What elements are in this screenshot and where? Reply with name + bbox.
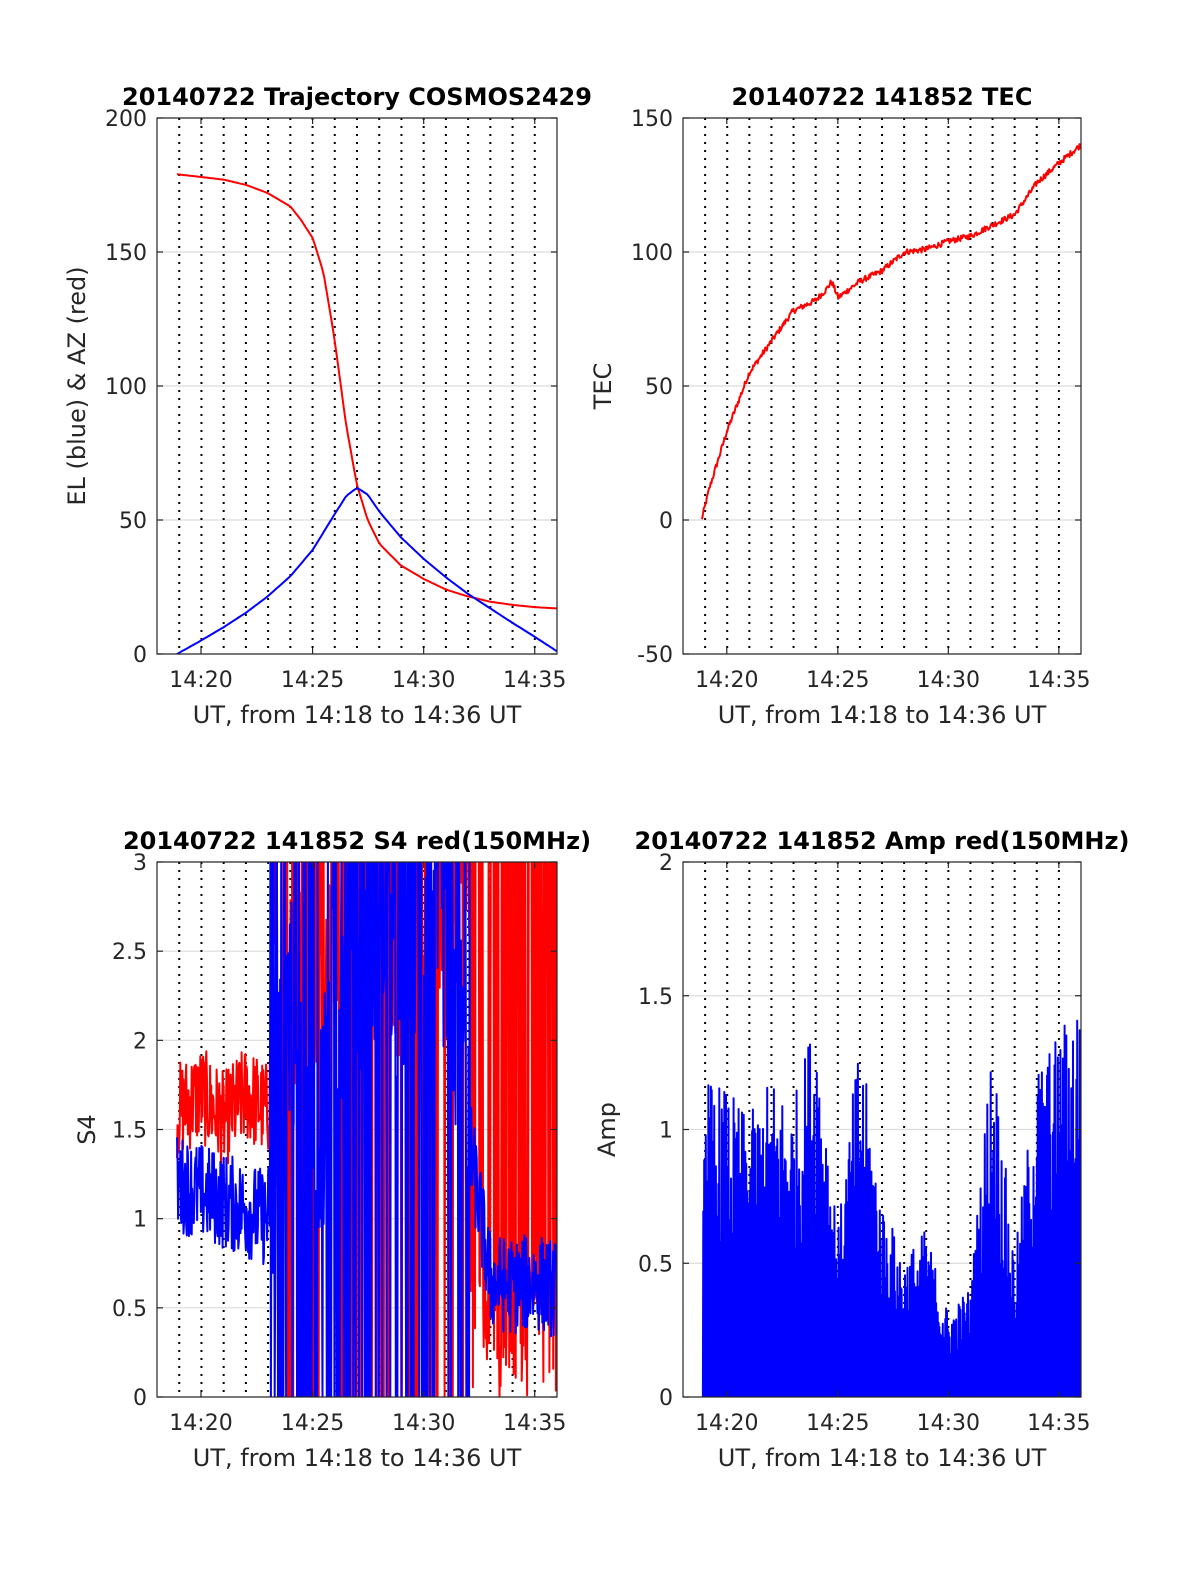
x-tick-label: 14:20 — [695, 668, 758, 693]
y-tick-label: 100 — [105, 375, 147, 400]
y-tick-label: 1 — [133, 1208, 147, 1233]
chart-title: 20140722 Trajectory COSMOS2429 — [122, 83, 592, 111]
x-tick-label: 14:30 — [917, 668, 980, 693]
series-line-s4-blue — [176, 862, 557, 1397]
y-axis-label: EL (blue) & AZ (red) — [63, 266, 91, 505]
x-tick-label: 14:35 — [1027, 668, 1090, 693]
x-tick-label: 14:30 — [392, 668, 455, 693]
y-axis-label: Amp — [593, 1102, 621, 1157]
y-axis-label: TEC — [589, 363, 617, 411]
x-axis-label: UT, from 14:18 to 14:36 UT — [193, 701, 522, 729]
chart-title: 20140722 141852 TEC — [732, 83, 1033, 111]
y-tick-label: 0.5 — [112, 1297, 147, 1322]
y-tick-label: -50 — [637, 643, 673, 668]
y-tick-label: 100 — [631, 241, 673, 266]
x-tick-label: 14:35 — [1027, 1411, 1090, 1436]
x-axis-label: UT, from 14:18 to 14:36 UT — [718, 1444, 1047, 1472]
x-tick-label: 14:25 — [281, 668, 344, 693]
y-tick-label: 0 — [133, 1386, 147, 1411]
y-tick-label: 0 — [659, 509, 673, 534]
y-tick-label: 2 — [133, 1029, 147, 1054]
x-tick-label: 14:20 — [169, 668, 232, 693]
x-tick-label: 14:25 — [806, 1411, 869, 1436]
y-tick-label: 2 — [659, 851, 673, 876]
y-tick-label: 0 — [659, 1386, 673, 1411]
x-tick-label: 14:30 — [917, 1411, 980, 1436]
series-group — [176, 173, 557, 654]
x-axis-label: UT, from 14:18 to 14:36 UT — [193, 1444, 522, 1472]
chart-3: 14:20 14:25 14:30 14:35 0 0.5 1 1.5 2 2.5 32014072… — [73, 827, 591, 1472]
chart-title: 20140722 141852 Amp red(150MHz) — [635, 827, 1130, 855]
y-tick-label: 200 — [105, 107, 147, 132]
y-tick-label: 150 — [105, 241, 147, 266]
series-line-az — [176, 173, 557, 610]
series-line-tec — [700, 143, 1081, 520]
x-tick-label: 14:25 — [806, 668, 869, 693]
x-axis-label: UT, from 14:18 to 14:36 UT — [718, 701, 1047, 729]
y-tick-label: 1.5 — [112, 1119, 147, 1144]
y-tick-label: 0 — [133, 643, 147, 668]
y-tick-label: 3 — [133, 851, 147, 876]
chart-title: 20140722 141852 S4 red(150MHz) — [123, 827, 591, 855]
y-axis-label: S4 — [73, 1114, 101, 1145]
series-group — [176, 862, 557, 1397]
y-tick-label: 150 — [631, 107, 673, 132]
y-tick-label: 1.5 — [638, 985, 673, 1010]
x-tick-label: 14:35 — [503, 668, 566, 693]
y-tick-label: 2.5 — [112, 940, 147, 965]
series-line-el — [176, 487, 557, 654]
x-tick-label: 14:25 — [281, 1411, 344, 1436]
x-tick-label: 14:30 — [392, 1411, 455, 1436]
y-tick-label: 0.5 — [638, 1252, 673, 1277]
chart-2: 14:20 14:25 14:30 14:35 -50 0 50 100 150 20140722… — [589, 83, 1091, 729]
x-tick-label: 14:35 — [503, 1411, 566, 1436]
chart-1: 14:20 14:25 14:30 14:35 0 50 100 150 20020140722… — [63, 83, 592, 729]
y-tick-label: 50 — [645, 375, 673, 400]
y-tick-label: 50 — [119, 509, 147, 534]
x-tick-label: 14:20 — [695, 1411, 758, 1436]
series-group — [700, 143, 1081, 520]
y-tick-label: 1 — [659, 1119, 673, 1144]
series-line-s4-red — [176, 862, 557, 1397]
x-tick-label: 14:20 — [169, 1411, 232, 1436]
